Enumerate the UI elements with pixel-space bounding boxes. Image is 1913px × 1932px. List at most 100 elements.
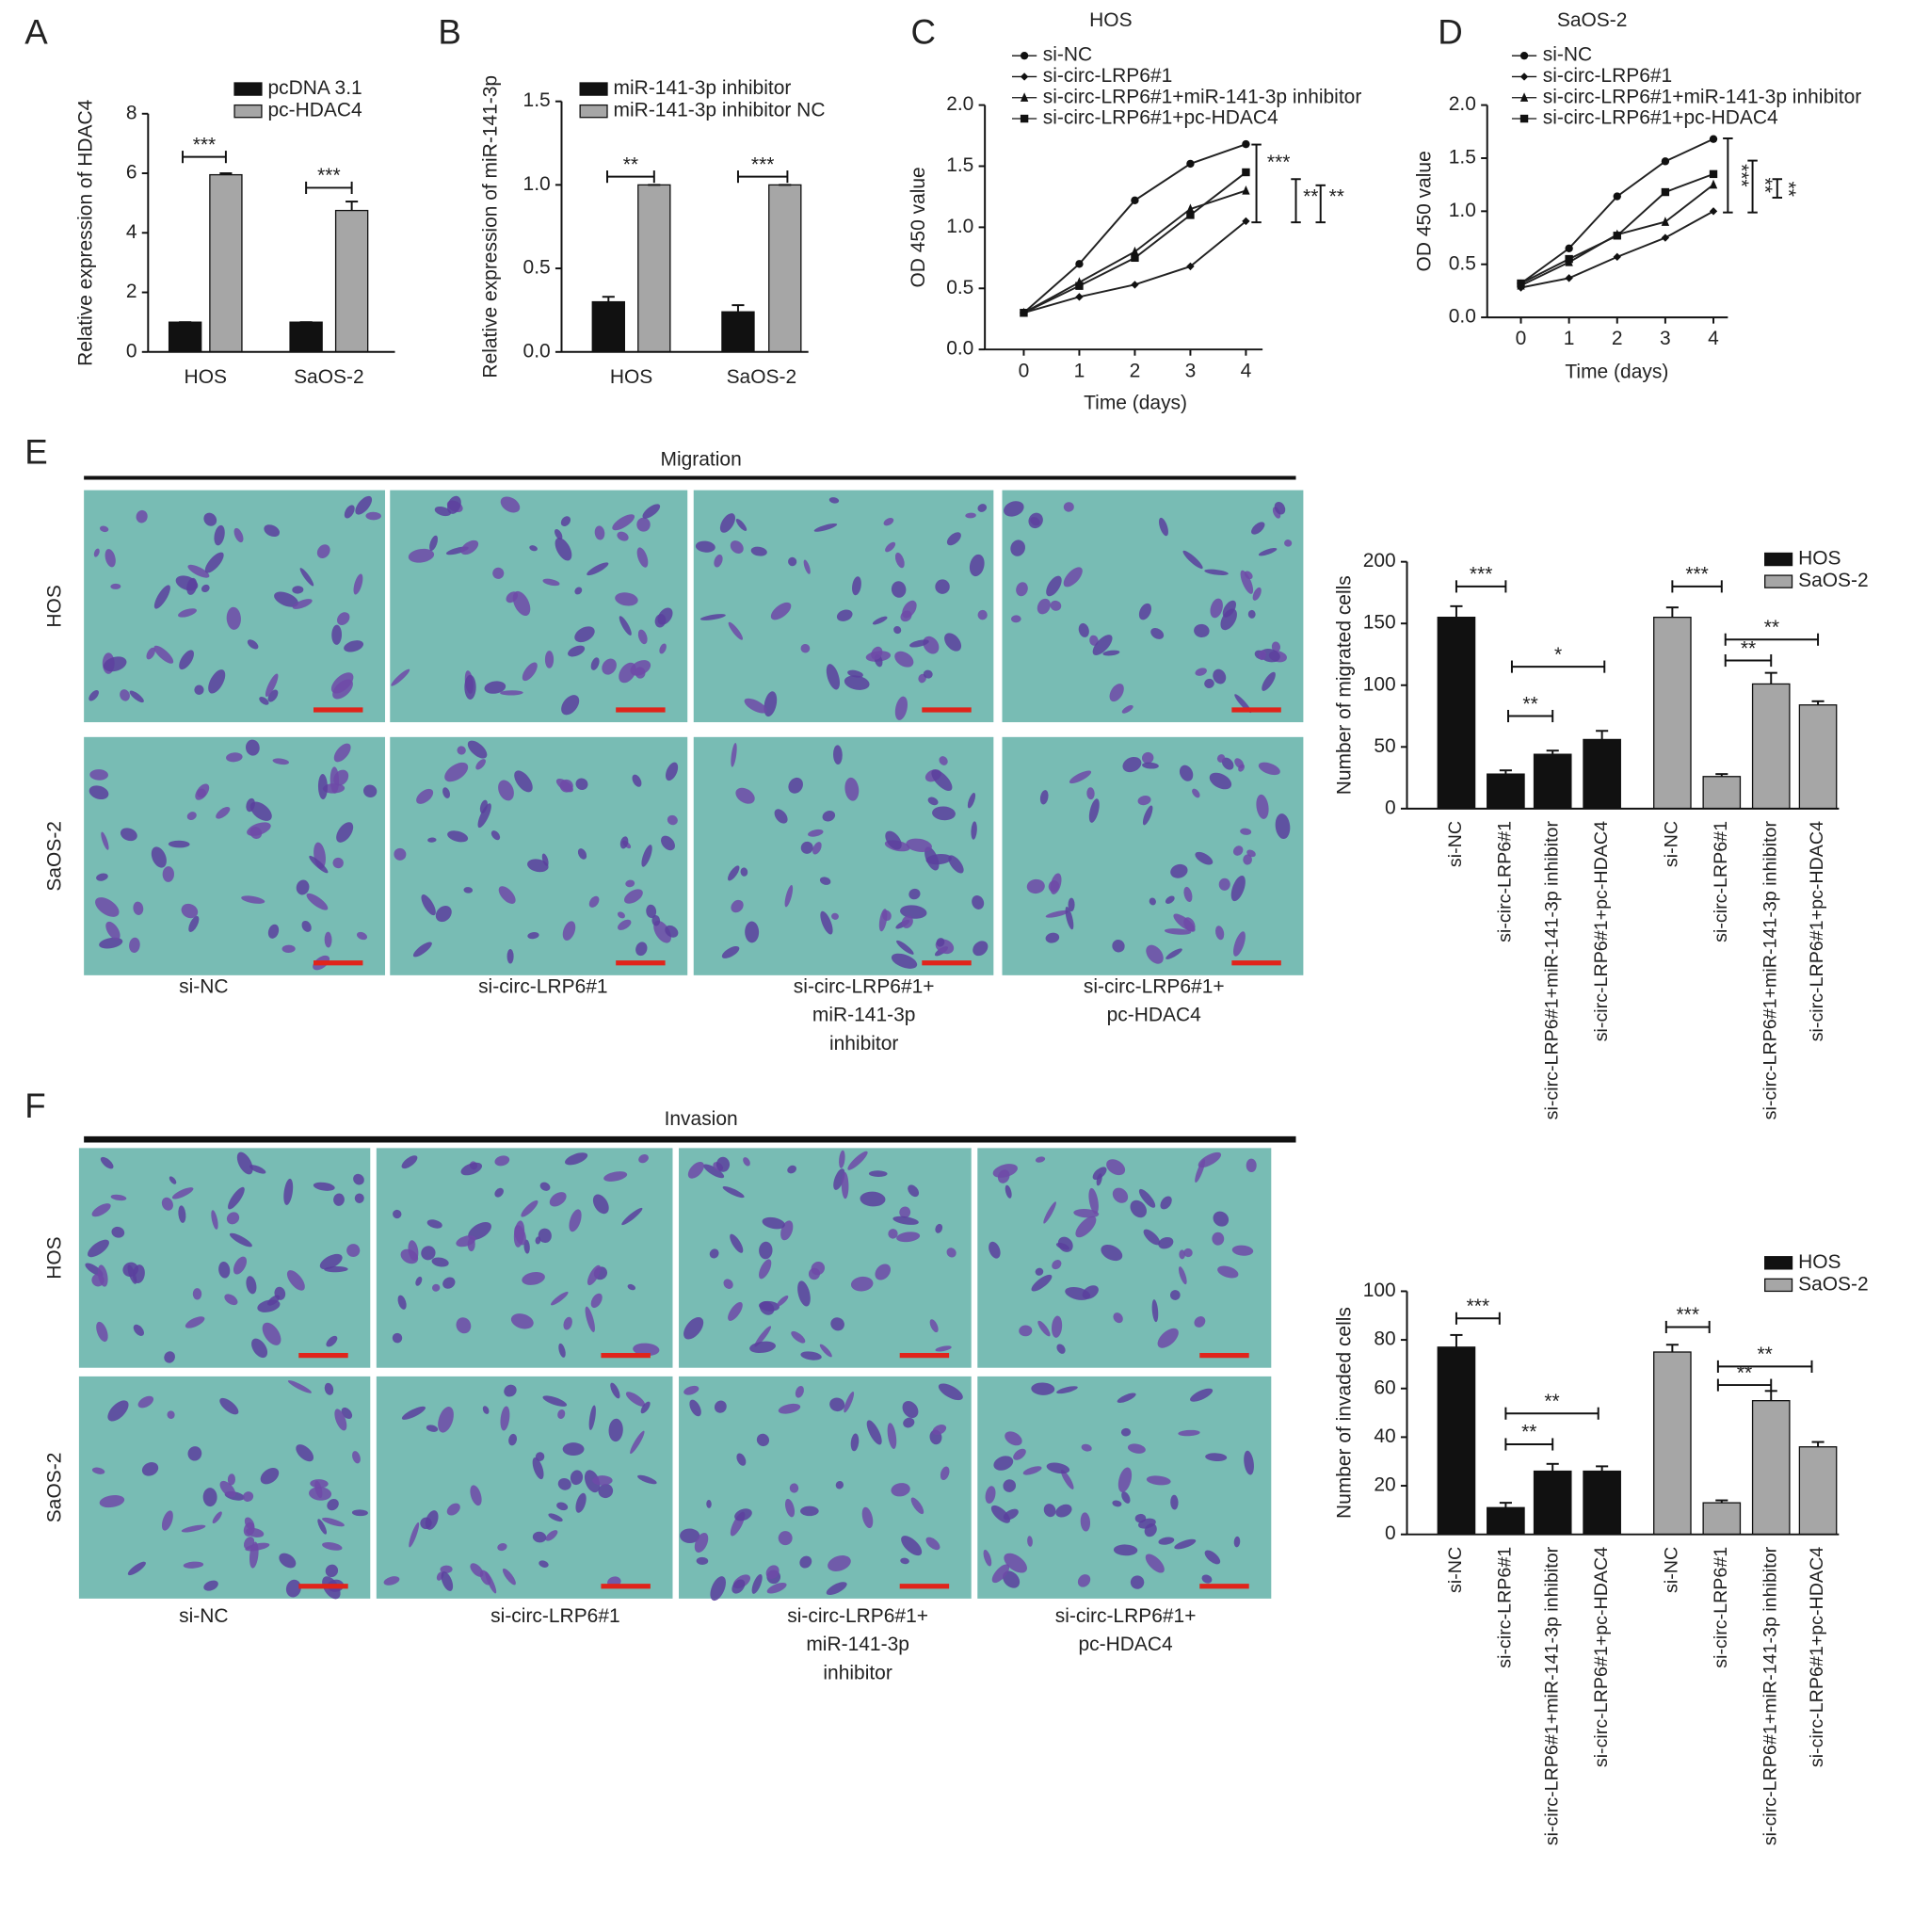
significance-label: ** (1303, 185, 1318, 207)
stained-cell (427, 837, 437, 843)
scale-bar (1231, 960, 1281, 966)
stained-cell (1271, 641, 1281, 652)
legend-label: si-circ-LRP6#1 (1043, 65, 1173, 87)
stained-cell (441, 1571, 454, 1591)
image-caption: si-circ-LRP6#1+ (1084, 975, 1225, 997)
stained-cell (89, 769, 108, 781)
micrograph (977, 1148, 1272, 1368)
stained-cell (274, 591, 298, 607)
panel-letter: E (24, 432, 47, 471)
stained-cell (416, 788, 434, 804)
y-tick-label: 8 (126, 102, 137, 123)
stained-cell (844, 675, 870, 690)
stained-cell (542, 1395, 568, 1407)
legend-swatch (579, 82, 608, 96)
y-tick-label: 0.0 (1449, 306, 1476, 328)
stained-cell (1246, 1158, 1257, 1173)
stained-cell (1251, 522, 1265, 535)
stained-cell (409, 1522, 420, 1548)
stained-cell (896, 940, 914, 955)
scale-bar (616, 960, 666, 966)
stained-cell (736, 1453, 747, 1466)
stained-cell (1075, 1216, 1097, 1238)
stained-cell (839, 1150, 845, 1168)
y-axis-label: Relative expression of miR-141-3p (479, 75, 501, 378)
stained-cell (265, 673, 279, 697)
stained-cell (619, 836, 629, 849)
marker (1186, 211, 1195, 219)
stained-cell (900, 905, 927, 919)
y-tick-label: 0 (1385, 1522, 1396, 1544)
stained-cell (316, 544, 330, 559)
stained-cell (965, 512, 976, 519)
y-tick-label: 80 (1374, 1328, 1395, 1350)
legend-marker (1519, 92, 1529, 102)
stained-cell (1151, 1299, 1159, 1323)
stained-cell (891, 953, 918, 969)
x-tick-label: si-NC (1445, 821, 1466, 867)
stained-cell (1146, 1475, 1171, 1486)
stained-cell (1117, 1467, 1133, 1493)
stained-cell (161, 1197, 173, 1211)
stained-cell (636, 517, 651, 532)
series-line (1520, 210, 1714, 289)
stained-cell (484, 681, 506, 694)
error-bar (1764, 671, 1777, 684)
stained-cell (1213, 668, 1227, 684)
stained-cell (1052, 1315, 1063, 1338)
stained-cell (777, 1295, 789, 1307)
stained-cell (468, 1221, 491, 1240)
stained-cell (226, 1212, 240, 1225)
stained-cell (186, 577, 198, 595)
stained-cell (902, 600, 917, 619)
stained-cell (1170, 863, 1188, 878)
x-tick-label: 1 (1074, 360, 1085, 381)
stained-cell (91, 1203, 111, 1217)
significance-label: ** (1754, 178, 1776, 193)
x-tick-label: si-circ-LRP6#1 (1495, 821, 1516, 942)
image-caption: si-NC (179, 975, 228, 997)
scale-bar (1199, 1584, 1249, 1589)
stained-cell (1060, 1469, 1074, 1489)
x-tick-label: 1 (1564, 328, 1575, 349)
marker (1075, 260, 1084, 268)
stained-cell (322, 1517, 345, 1527)
stained-cell (133, 901, 144, 915)
marker (1709, 135, 1718, 143)
bar (1533, 753, 1572, 810)
error-bar (1450, 604, 1463, 618)
stained-cell (617, 531, 629, 541)
error-bar (1546, 749, 1559, 755)
stained-cell (665, 925, 679, 938)
stained-cell (971, 821, 977, 840)
stained-cell (324, 931, 332, 948)
stained-cell (813, 523, 838, 532)
stained-cell (477, 803, 491, 829)
stained-cell (1201, 1574, 1213, 1584)
x-tick-label: 2 (1612, 328, 1623, 349)
stained-cell (633, 1343, 660, 1357)
stained-cell (1247, 609, 1256, 619)
stained-cell (333, 1193, 345, 1206)
stained-cell (1195, 668, 1207, 676)
stained-cell (1150, 628, 1165, 639)
stained-cell (1022, 1466, 1042, 1475)
stained-cell (1120, 1427, 1132, 1437)
image-caption: si-circ-LRP6#1 (478, 975, 608, 997)
stained-cell (750, 546, 767, 556)
stained-cell (561, 695, 580, 716)
marker (1709, 169, 1718, 179)
image-caption: si-circ-LRP6#1+ (787, 1605, 928, 1627)
x-tick-label: si-circ-LRP6#1+pc-HDAC4 (1591, 821, 1612, 1041)
stained-cell (841, 1171, 849, 1199)
marker (1661, 157, 1670, 166)
stained-cell (241, 895, 265, 904)
bar (591, 300, 626, 353)
stained-cell (830, 1317, 844, 1331)
stained-cell (721, 945, 740, 958)
stained-cell (765, 1565, 780, 1580)
stained-cell (1026, 878, 1045, 894)
stained-cell (274, 1286, 286, 1300)
bar (1437, 616, 1476, 810)
y-tick-label: 1.5 (523, 89, 551, 111)
